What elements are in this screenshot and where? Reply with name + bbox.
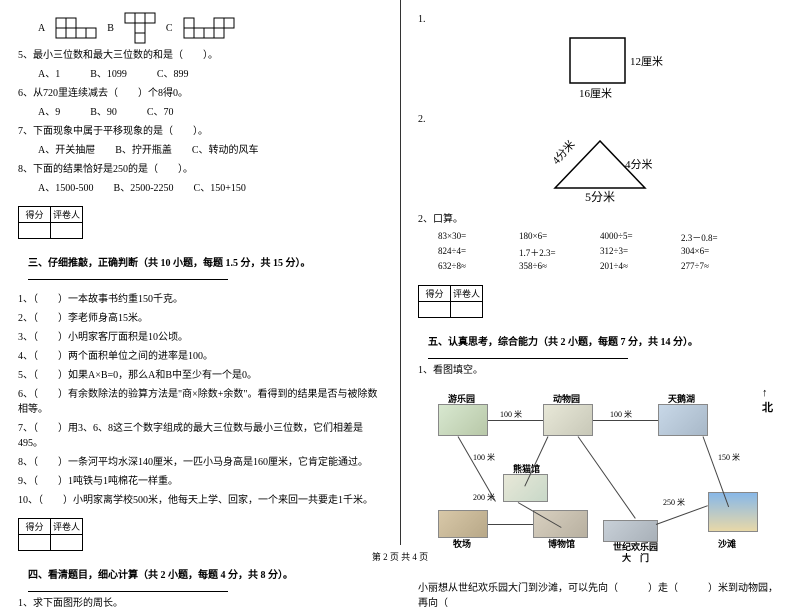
calc-row-1: 824÷4=1.7＋2.3=312÷3=304×6= xyxy=(438,246,762,259)
q6-options: A、9 B、90 C、70 xyxy=(38,105,382,120)
section-4-underline xyxy=(28,581,228,592)
q5-options: A、1 B、1099 C、899 xyxy=(38,67,382,82)
fig1-num: 1. xyxy=(418,12,782,27)
compass-north: ↑北 xyxy=(762,387,773,415)
section-3-underline xyxy=(28,269,228,280)
img-youlechang xyxy=(438,404,488,436)
section-4-title: 四、看清题目，细心计算（共 2 小题，每题 4 分，共 8 分）。 xyxy=(28,570,293,581)
j5: 5、（ ）如果A×B=0，那么A和B中至少有一个是0。 xyxy=(18,368,382,383)
page-footer: 第 2 页 共 4 页 xyxy=(0,550,800,563)
shape-b-label: B xyxy=(107,23,114,34)
j3: 3、（ ）小明家客厅面积是10公顷。 xyxy=(18,330,382,345)
shape-a-label: A xyxy=(38,23,45,34)
figure-triangle: 4分米 4分米 5分米 xyxy=(418,133,782,206)
img-bowuguan xyxy=(533,510,588,538)
shape-a xyxy=(55,17,97,39)
q4-1: 1、求下面图形的周长。 xyxy=(18,596,382,611)
q7: 7、下面现象中属于平移现象的是（ ）。 xyxy=(18,124,382,139)
section-5-title: 五、认真思考，综合能力（共 2 小题，每题 7 分，共 14 分）。 xyxy=(428,337,698,348)
j1: 1、（ ）一本故事书约重150千克。 xyxy=(18,292,382,307)
fig2-a-label: 4分米 xyxy=(550,138,578,167)
q8: 8、下面的结果恰好是250的是（ ）。 xyxy=(18,162,382,177)
j8: 8、（ ）一条河平均水深140厘米，一匹小马身高是160厘米，它肯定能通过。 xyxy=(18,455,382,470)
q8-options: A、1500-500 B、2500-2250 C、150+150 xyxy=(38,181,382,196)
img-xiongmaoguan xyxy=(503,474,548,502)
q5: 5、最小三位数和最大三位数的和是（ ）。 xyxy=(18,48,382,63)
img-shijihuanleyuan xyxy=(603,520,658,542)
calc-row-2: 632÷8≈358÷6≈201÷4≈277÷7≈ xyxy=(438,261,762,271)
img-dongwuyuan xyxy=(543,404,593,436)
fig1-h-label: 12厘米 xyxy=(630,55,663,68)
shape-b xyxy=(124,12,156,44)
place-bowuguan: 博物馆 xyxy=(548,537,575,550)
img-shatan xyxy=(708,492,758,532)
j4: 4、（ ）两个面积单位之间的进率是100。 xyxy=(18,349,382,364)
figure-square: 12厘米 16厘米 xyxy=(418,33,782,106)
q7-options: A、开关抽屉 B、拧开瓶盖 C、转动的风车 xyxy=(38,143,382,158)
img-tianehu xyxy=(658,404,708,436)
fig2-b-label: 4分米 xyxy=(625,158,653,171)
fig1-w-label: 16厘米 xyxy=(579,87,612,100)
j6: 6、（ ）有余数除法的验算方法是"商×除数+余数"。看得到的结果是否与被除数相等… xyxy=(18,387,382,417)
section-3-title: 三、仔细推敲，正确判断（共 10 小题，每题 1.5 分，共 15 分）。 xyxy=(28,258,311,269)
calc-row-0: 83×30=180×6=4000÷5=2.3－0.8= xyxy=(438,231,762,244)
map-diagram: ↑北 游乐园 动物园 天鹅湖 熊猫馆 牧场 博物馆 世纪欢乐园 大 门 沙滩 1… xyxy=(418,382,778,577)
score-box-5: 得分评卷人 xyxy=(418,285,483,318)
place-muchang: 牧场 xyxy=(453,537,471,550)
shape-c xyxy=(183,17,235,39)
section-5-underline xyxy=(428,348,628,359)
j10: 10、（ ）小明家离学校500米，他每天上学、回家，一个来回一共要走1千米。 xyxy=(18,493,382,508)
place-shatan: 沙滩 xyxy=(718,537,736,550)
score-box-3: 得分评卷人 xyxy=(18,206,83,239)
fig2-num: 2. xyxy=(418,112,782,127)
j2: 2、（ ）李老师身高15米。 xyxy=(18,311,382,326)
fig2-c-label: 5分米 xyxy=(585,190,615,203)
img-muchang xyxy=(438,510,488,538)
j9: 9、（ ）1吨铁与1吨棉花一样重。 xyxy=(18,474,382,489)
j7: 7、（ ）用3、6、8这三个数字组成的最大三位数与最小三位数，它们相差是495。 xyxy=(18,421,382,451)
q6: 6、从720里连续减去（ ）个8得0。 xyxy=(18,86,382,101)
shape-c-label: C xyxy=(166,23,173,34)
q5-1: 1、看图填空。 xyxy=(418,363,782,378)
score-box-4: 得分评卷人 xyxy=(18,518,83,551)
q2: 2、口算。 xyxy=(418,212,782,227)
bottom-question: 小丽想从世纪欢乐园大门到沙滩，可以先向（ ）走（ ）米到动物园，再向（ xyxy=(418,581,782,611)
